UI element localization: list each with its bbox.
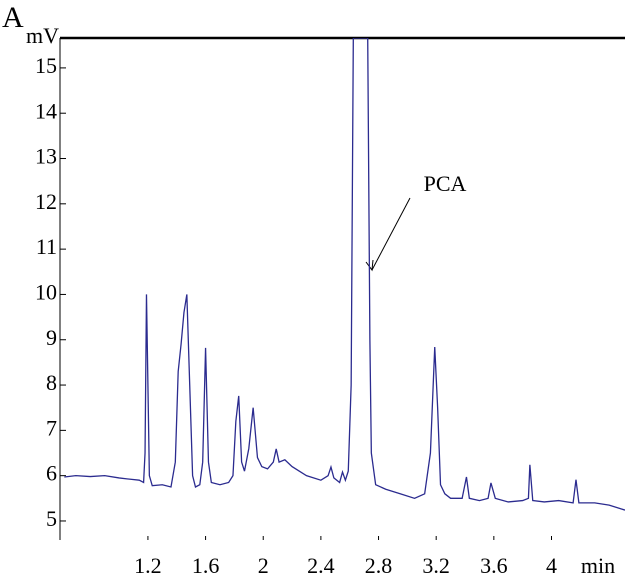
annotation-arrow bbox=[371, 197, 411, 271]
trace-line bbox=[64, 38, 625, 511]
x-tick-label: 2.8 bbox=[365, 553, 393, 578]
x-tick-label: 1.6 bbox=[192, 553, 220, 578]
annotation-arrowhead bbox=[365, 259, 374, 272]
y-tick-label: 13 bbox=[35, 144, 57, 169]
y-tick-label: 10 bbox=[35, 279, 57, 304]
x-tick-label: 2.4 bbox=[307, 553, 335, 578]
y-axis-label: mV bbox=[26, 23, 59, 48]
x-tick-label: 3.2 bbox=[422, 553, 450, 578]
x-axis-label: min bbox=[581, 553, 615, 578]
x-tick-label: 4 bbox=[546, 553, 557, 578]
y-tick-label: 14 bbox=[35, 98, 57, 123]
panel-label: A bbox=[2, 1, 24, 34]
x-tick-label: 3.6 bbox=[480, 553, 508, 578]
x-tick-label: 1.2 bbox=[134, 553, 162, 578]
annotation: PCA bbox=[424, 171, 467, 196]
y-tick-label: 8 bbox=[46, 370, 57, 395]
y-tick-label: 9 bbox=[46, 325, 57, 350]
y-tick-label: 7 bbox=[46, 415, 57, 440]
y-tick-label: 12 bbox=[35, 189, 57, 214]
y-tick-label: 15 bbox=[35, 53, 57, 78]
y-tick-label: 6 bbox=[46, 461, 57, 486]
y-tick-label: 5 bbox=[46, 506, 57, 531]
x-tick-label: 2 bbox=[258, 553, 269, 578]
y-tick-label: 11 bbox=[36, 234, 57, 259]
